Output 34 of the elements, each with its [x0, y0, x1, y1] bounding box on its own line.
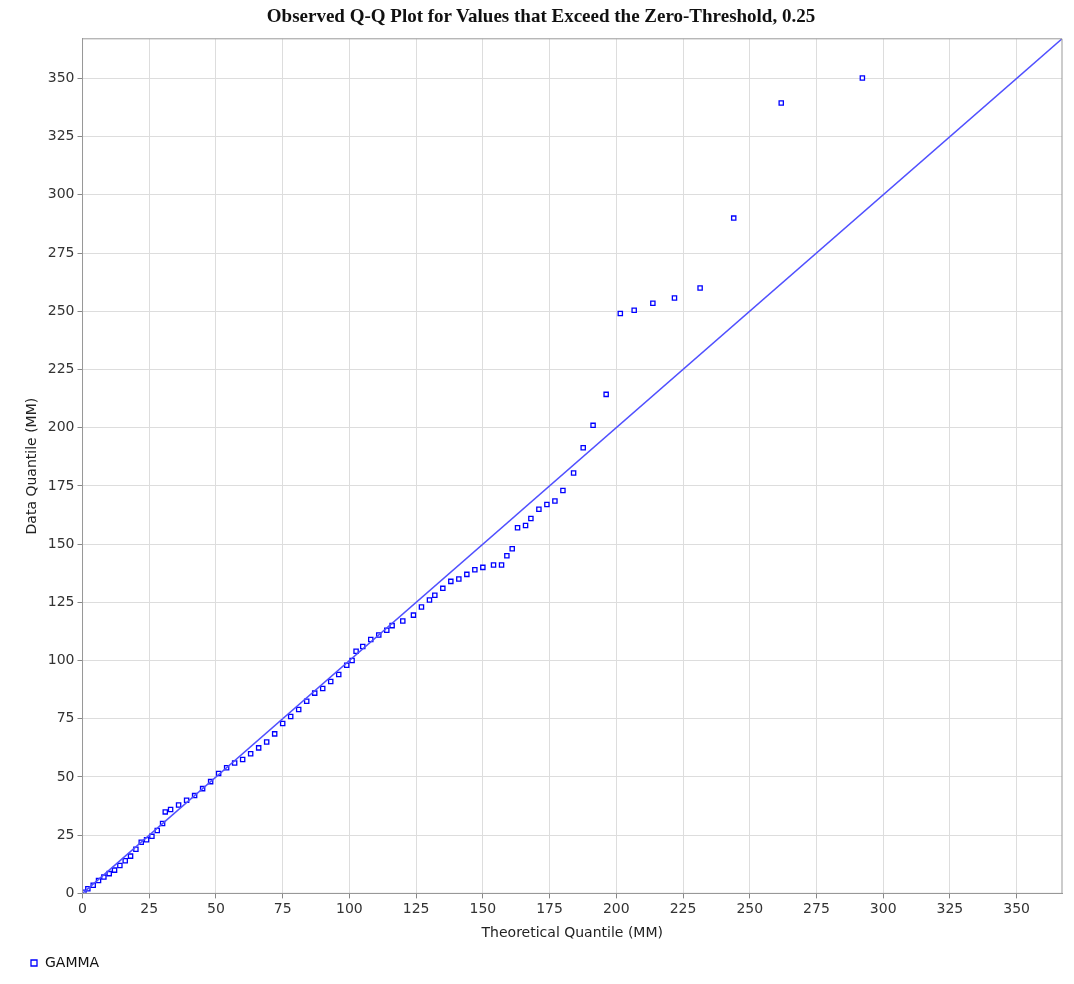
y-tick-label: 225 — [47, 360, 75, 377]
chart-title: Observed Q-Q Plot for Values that Exceed the Zero-Threshold, 0.25 — [266, 5, 816, 27]
y-tick-label: 25 — [56, 825, 75, 842]
x-tick-label: 75 — [273, 900, 292, 917]
x-tick-label: 225 — [669, 900, 697, 917]
legend-label: GAMMA — [45, 953, 100, 970]
x-tick-label: 25 — [140, 900, 159, 917]
y-tick-label: 0 — [65, 884, 75, 901]
y-tick-label: 325 — [47, 127, 75, 144]
x-tick-label: 100 — [336, 900, 363, 917]
x-tick-label: 275 — [803, 900, 830, 917]
y-axis-title: Data Quantile (MM) — [23, 397, 40, 535]
x-axis-title: Theoretical Quantile (MM) — [480, 924, 663, 941]
x-tick-label: 125 — [402, 900, 430, 917]
y-tick-label: 75 — [56, 709, 75, 726]
y-tick-label: 200 — [47, 418, 75, 435]
x-tick-label: 325 — [936, 900, 964, 917]
x-tick-label: 175 — [536, 900, 563, 917]
x-tick-label: 200 — [602, 900, 630, 917]
x-tick-label: 350 — [1003, 900, 1030, 917]
y-tick-label: 275 — [47, 243, 75, 260]
x-tick-label: 250 — [736, 900, 764, 917]
y-tick-label: 300 — [47, 185, 75, 202]
y-tick-label: 175 — [47, 476, 75, 493]
y-tick-label: 350 — [47, 69, 75, 86]
y-tick-label: 250 — [47, 301, 75, 318]
x-tick-label: 50 — [207, 900, 225, 917]
y-tick-label: 150 — [47, 534, 75, 551]
x-tick-label: 300 — [869, 900, 897, 917]
y-tick-label: 125 — [47, 592, 75, 609]
y-tick-label: 50 — [56, 767, 75, 784]
x-tick-label: 150 — [469, 900, 497, 917]
y-tick-label: 100 — [47, 651, 75, 668]
x-tick-label: 0 — [78, 900, 87, 917]
